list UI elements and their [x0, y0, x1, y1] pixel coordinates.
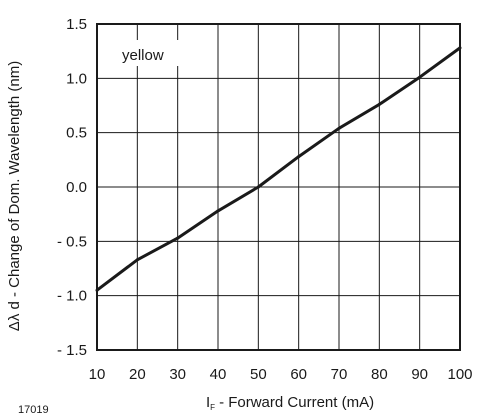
x-tick-label: 40 — [210, 366, 227, 383]
x-tick-labels: 10 20 30 40 50 60 70 80 90 100 — [89, 366, 473, 383]
x-axis-title: IF - Forward Current (mA) — [206, 394, 374, 412]
series-point — [95, 288, 99, 292]
y-tick-labels: 1.5 1.0 0.5 0.0 - 0.5 - 1.0 - 1.5 — [57, 16, 87, 359]
series-point — [297, 155, 301, 159]
x-axis-symbol: I — [206, 394, 210, 411]
y-axis-label: Δλ d - Change of Dom. Wavelength (nm) — [6, 61, 23, 331]
series-point — [176, 236, 180, 240]
x-tick-label: 80 — [371, 366, 388, 383]
series-point — [216, 209, 220, 213]
x-tick-label: 90 — [411, 366, 428, 383]
annotation-background — [110, 40, 182, 66]
plot-frame — [96, 23, 461, 351]
y-tick-label: - 1.0 — [57, 288, 87, 305]
x-tick-label: 60 — [290, 366, 307, 383]
series-points — [95, 46, 462, 292]
series-point — [418, 75, 422, 79]
x-tick-label: 10 — [89, 366, 106, 383]
x-tick-label: 100 — [447, 366, 472, 383]
annotation-label: yellow — [122, 47, 164, 64]
series-point — [377, 102, 381, 106]
grid-lines — [97, 24, 460, 350]
series-point — [256, 185, 260, 189]
x-axis-label: - Forward Current (mA) — [219, 394, 374, 411]
y-tick-label: 0.5 — [66, 125, 87, 142]
series-line — [96, 46, 461, 292]
y-tick-label: 0.0 — [66, 179, 87, 196]
y-tick-label: - 0.5 — [57, 233, 87, 250]
x-tick-label: 30 — [169, 366, 186, 383]
y-tick-label: - 1.5 — [57, 342, 87, 359]
series-point — [135, 258, 139, 262]
y-tick-label: 1.5 — [66, 16, 87, 33]
figure-id: 17019 — [18, 404, 49, 415]
x-axis-subscript: F — [210, 403, 215, 412]
series-point — [458, 46, 462, 50]
series-point — [337, 126, 341, 130]
x-tick-label: 70 — [331, 366, 348, 383]
x-tick-label: 50 — [250, 366, 267, 383]
x-tick-label: 20 — [129, 366, 146, 383]
y-tick-label: 1.0 — [66, 70, 87, 87]
